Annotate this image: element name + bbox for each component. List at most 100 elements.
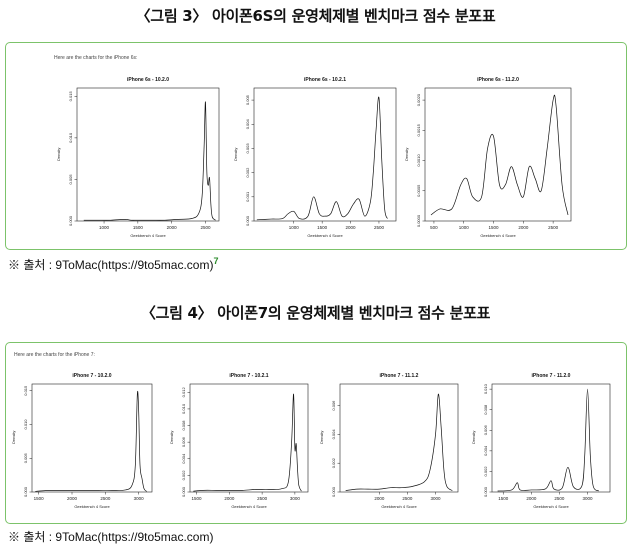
density-line [35, 390, 147, 492]
y-tick-label: 0.004 [181, 453, 186, 464]
x-axis-label: Geekbench 4 Score [231, 504, 267, 509]
density-line [193, 393, 302, 492]
chart-iphone7-10-2-0: iPhone 7 - 10.2.0 1500 2000 2500 3000 0.000 0.… [10, 368, 160, 518]
y-tick-label: 0.000 [483, 486, 488, 497]
plot-frame [339, 383, 459, 493]
y-tick-label: 0.006 [181, 436, 186, 447]
y-tick-label: 0.008 [483, 404, 488, 415]
y-tick-label: 0.010 [483, 383, 488, 394]
y-tick-label: 0.003 [245, 143, 250, 154]
figure4-title: 〈그림 4〉 아이폰7의 운영체제별 벤치마크 점수 분포표 [140, 304, 491, 322]
y-axis-label: Density [404, 147, 409, 161]
y-tick-label: 0.005 [68, 174, 73, 185]
y-tick-label: 0.004 [331, 429, 336, 440]
x-tick-label: 2500 [374, 225, 385, 230]
y-tick-label: 0.002 [245, 167, 250, 178]
figure3-title: 〈그림 3〉 아이폰6S의 운영체제별 벤치마크 점수 분포표 [135, 7, 496, 25]
y-tick-label: 0.002 [331, 457, 336, 468]
x-tick-label: 2000 [526, 496, 537, 501]
y-tick-label: 0.002 [483, 466, 488, 477]
x-tick-label: 1500 [317, 225, 328, 230]
plot-frame [76, 87, 220, 222]
x-tick-label: 500 [430, 225, 438, 230]
chart-svg: 1500 2000 2500 3000 0.000 0.002 0.004 0.006 0.00… [483, 383, 611, 501]
density-line [83, 101, 216, 221]
chart-iphone6s-11-2-0: iPhone 6s - 11.2.0 500 1000 1500 2000 2500 0.0… [403, 72, 579, 247]
figure3-source: ※ 출처 : 9ToMac(https://9to5mac.com)7 [8, 256, 219, 273]
plot-frame [189, 383, 309, 493]
figure3-source-text: ※ 출처 : 9ToMac(https://9to5mac.com) [8, 258, 214, 272]
x-axis-label: Geekbench 4 Score [74, 504, 110, 509]
chart-title: iPhone 7 - 11.1.2 [379, 373, 419, 379]
figure4-source: ※ 출처 : 9ToMac(https://9to5mac.com) [8, 530, 214, 544]
x-tick-label: 2500 [100, 496, 111, 501]
chart-title: iPhone 7 - 10.2.1 [229, 373, 269, 379]
chart-svg: 1500 2000 2500 3000 0.000 0.002 0.004 0.006 0.00… [181, 383, 309, 501]
x-tick-label: 2500 [257, 496, 268, 501]
figure3-intro: Here are the charts for the iPhone 6s: [54, 55, 138, 61]
footnote-mark: 7 [213, 256, 219, 266]
y-axis-label: Density [233, 147, 238, 161]
y-tick-label: 0.015 [68, 91, 73, 102]
x-tick-label: 2000 [67, 496, 78, 501]
y-tick-label: 0.002 [181, 470, 186, 481]
y-tick-label: 0.004 [245, 118, 250, 129]
x-tick-label: 1500 [192, 496, 203, 501]
chart-iphone6s-10-2-1: iPhone 6s - 10.2.1 1000 1500 2000 2500 0.000 0… [232, 72, 404, 247]
y-tick-label: 0.000 [181, 486, 186, 497]
y-axis-label: Density [56, 147, 61, 161]
chart-svg: 2000 2500 3000 0.000 0.002 0.004 0.006 [331, 383, 459, 501]
x-tick-label: 2000 [518, 225, 529, 230]
y-tick-label: 0.000 [23, 486, 28, 497]
y-axis-label: Density [319, 430, 324, 444]
plot-frame [31, 383, 153, 493]
y-axis-label: Density [169, 430, 174, 444]
x-axis-label: Geekbench 4 Score [130, 233, 166, 238]
y-tick-label: 0.005 [245, 94, 250, 105]
y-tick-label: 0.010 [181, 403, 186, 414]
x-tick-label: 3000 [290, 496, 301, 501]
y-tick-label: 0.005 [23, 452, 28, 463]
chart-title: iPhone 7 - 10.2.0 [72, 373, 112, 379]
y-tick-label: 0.008 [181, 420, 186, 431]
y-tick-label: 0.000 [68, 215, 73, 226]
x-axis-label: Geekbench 4 Score [533, 504, 569, 509]
plot-frame [491, 383, 611, 493]
y-tick-label: 0.006 [483, 425, 488, 436]
density-line [345, 393, 453, 491]
x-tick-label: 2500 [554, 496, 565, 501]
x-tick-label: 2500 [402, 496, 413, 501]
y-tick-label: 0.001 [245, 191, 250, 202]
y-tick-label: 0.0000 [416, 214, 421, 227]
y-axis-label: Density [471, 430, 476, 444]
chart-svg: 1000 1500 2000 2500 0.000 0.001 0.002 0.003 0.00… [245, 87, 397, 230]
y-tick-label: 0.000 [245, 215, 250, 226]
chart-iphone7-10-2-1: iPhone 7 - 10.2.1 1500 2000 2500 3000 0.000 0.… [168, 368, 316, 518]
y-tick-label: 0.004 [483, 445, 488, 456]
x-tick-label: 3000 [134, 496, 145, 501]
density-line [497, 388, 599, 492]
chart-iphone7-11-2-0: iPhone 7 - 11.2.0 1500 2000 2500 3000 0.000 0.… [470, 368, 618, 518]
y-tick-label: 0.006 [331, 400, 336, 411]
chart-svg: 500 1000 1500 2000 2500 0.0000 0.0005 0.0010 0.0… [416, 87, 572, 230]
density-line [430, 94, 569, 216]
x-tick-label: 3000 [431, 496, 442, 501]
x-tick-label: 2000 [346, 225, 357, 230]
x-tick-label: 2500 [200, 225, 211, 230]
x-axis-label: Geekbench 4 Score [381, 504, 417, 509]
chart-title: iPhone 6s - 10.2.0 [127, 77, 169, 83]
x-tick-label: 2000 [224, 496, 235, 501]
y-tick-label: 0.010 [23, 419, 28, 430]
x-tick-label: 1500 [133, 225, 144, 230]
y-tick-label: 0.015 [23, 385, 28, 396]
chart-title: iPhone 6s - 10.2.1 [304, 77, 346, 83]
chart-svg: 1000 1500 2000 2500 0.000 0.005 0.010 0.015 [68, 87, 220, 230]
y-tick-label: 0.0005 [416, 184, 421, 197]
y-tick-label: 0.0015 [416, 123, 421, 136]
chart-title: iPhone 7 - 11.2.0 [531, 373, 571, 379]
density-line [256, 96, 388, 221]
y-tick-label: 0.000 [331, 486, 336, 497]
y-tick-label: 0.010 [68, 132, 73, 143]
x-tick-label: 1000 [459, 225, 470, 230]
x-axis-label: Geekbench 4 Score [480, 233, 516, 238]
